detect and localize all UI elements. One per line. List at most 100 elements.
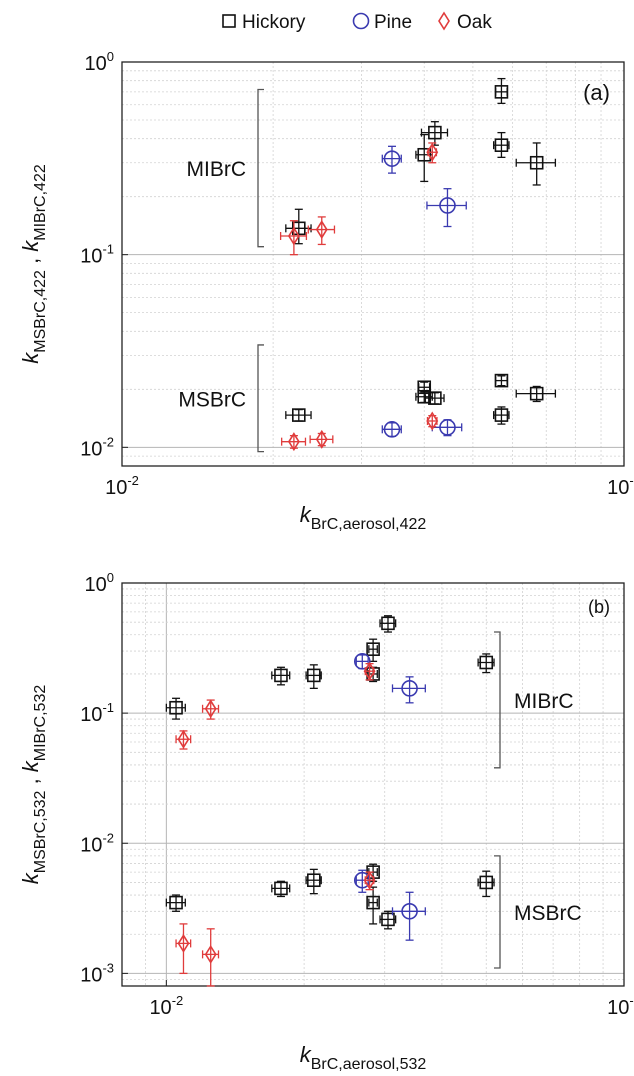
data-marker-hickory (529, 155, 544, 170)
panel-label: (b) (588, 597, 610, 617)
x-tick-label: 10-2 (105, 473, 139, 499)
data-point-hickory (493, 406, 510, 425)
panel-a-chart: 10-2 10-1 10-2 10-1 100 (a) kBrC,aerosol,422 kM… (18, 49, 634, 533)
data-point-hickory (366, 886, 380, 925)
data-marker-pine (383, 421, 401, 438)
data-point-pine (426, 188, 467, 228)
legend-label-hickory: Hickory (242, 12, 306, 33)
data-point-oak (307, 216, 336, 246)
data-point-oak (363, 870, 376, 891)
data-marker-hickory (494, 373, 509, 388)
data-point-oak (175, 729, 192, 750)
data-point-oak (201, 699, 220, 720)
y-tick-label: 10-1 (80, 242, 114, 268)
data-point-oak (309, 429, 334, 449)
data-point-hickory (285, 208, 312, 245)
data-marker-hickory (291, 408, 306, 422)
data-point-hickory (515, 385, 557, 403)
bracket-label: MIBrC (187, 158, 247, 181)
data-marker-oak (315, 429, 328, 449)
data-point-pine (391, 891, 426, 941)
data-point-oak (426, 142, 439, 164)
data-point-oak (279, 220, 308, 256)
data-marker-oak (426, 142, 439, 162)
data-point-pine (431, 419, 463, 437)
data-marker-pine (439, 419, 456, 436)
y-tick-label: 10-2 (80, 830, 114, 856)
data-point-hickory (477, 870, 495, 898)
y-tick-label: 10-1 (80, 700, 114, 726)
panel-b-chart: 10-2 10-1 10-3 10-2 10-1 100 (b) kBrC,aerosol,5… (18, 570, 634, 1073)
data-marker-hickory (366, 642, 380, 656)
data-marker-hickory (479, 875, 494, 890)
data-point-oak (363, 661, 376, 681)
data-point-oak (426, 411, 439, 431)
data-point-hickory (305, 868, 322, 895)
y-tick-label: 100 (85, 570, 114, 596)
data-marker-hickory (529, 386, 544, 401)
data-marker-pine (353, 653, 371, 670)
legend-label-oak: Oak (457, 12, 492, 33)
x-axis-label: kBrC,aerosol,532 (300, 1042, 427, 1073)
data-marker-hickory (417, 389, 432, 404)
data-point-hickory (494, 373, 509, 388)
data-point-hickory (165, 894, 186, 912)
plot-frame (121, 582, 625, 987)
x-tick-label: 10-1 (607, 993, 634, 1019)
data-point-hickory (271, 880, 291, 898)
bracket-line (494, 855, 501, 969)
data-point-hickory (379, 615, 397, 633)
series-oak (175, 661, 376, 987)
data-marker-hickory (494, 138, 509, 152)
data-marker-hickory (494, 85, 509, 99)
data-point-hickory (271, 666, 291, 686)
bracket-msbrc: MSBrC (494, 855, 582, 969)
data-marker-hickory (428, 125, 442, 140)
data-marker-oak (287, 432, 300, 452)
bracket-mibrc: MIBrC (187, 88, 264, 248)
grid (122, 62, 624, 466)
legend-marker-hickory (222, 14, 236, 28)
data-marker-pine (383, 150, 401, 167)
grid (122, 583, 624, 986)
data-marker-pine (401, 680, 418, 697)
bracket-label: MIBrC (514, 690, 574, 713)
data-marker-hickory (169, 700, 183, 715)
data-marker-hickory (381, 616, 395, 631)
bracket-label: MSBrC (178, 388, 246, 411)
y-tick-label: 10-2 (80, 434, 114, 460)
data-marker-oak (204, 699, 217, 719)
bracket-line (257, 88, 264, 248)
data-point-oak (175, 923, 192, 975)
data-marker-oak (204, 944, 217, 964)
data-point-hickory (415, 133, 433, 183)
series-hickory (285, 77, 557, 425)
data-point-hickory (165, 697, 186, 720)
series-oak (279, 142, 439, 452)
data-point-hickory (493, 131, 510, 158)
bracket-label: MSBrC (514, 902, 582, 925)
data-point-hickory (285, 408, 312, 422)
bracket-line (494, 631, 501, 769)
data-marker-hickory (381, 912, 395, 927)
data-marker-oak (287, 226, 300, 246)
bracket-msbrc: MSBrC (178, 344, 264, 453)
data-point-pine (381, 145, 402, 174)
x-axis-label: kBrC,aerosol,422 (300, 502, 427, 533)
data-point-pine (381, 421, 402, 438)
series-pine (353, 653, 426, 941)
data-point-hickory (494, 77, 509, 105)
data-point-hickory (379, 910, 397, 930)
data-point-hickory (424, 391, 445, 405)
y-tick-label: 100 (85, 49, 114, 75)
y-tick-label: 10-3 (80, 960, 114, 986)
data-marker-hickory (169, 895, 183, 910)
series-hickory (165, 615, 495, 930)
data-point-oak (281, 432, 307, 452)
data-marker-hickory (307, 668, 321, 683)
data-point-hickory (515, 142, 557, 186)
y-axis-label: kMSBrC,422 , kMIBrC,422 (18, 164, 49, 364)
data-point-pine (353, 653, 371, 670)
data-marker-hickory (274, 668, 288, 683)
